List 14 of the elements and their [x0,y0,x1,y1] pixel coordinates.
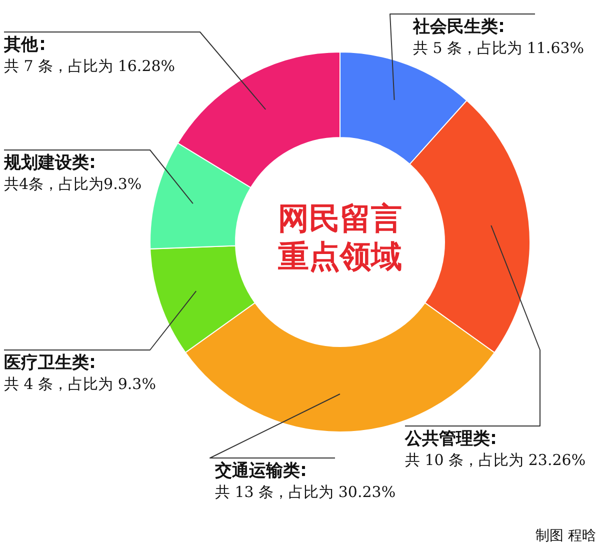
slice-label: 交通运输类 [214,461,300,481]
data-label: 共 7 条，占比为 16.28% [4,57,176,75]
text: 网民留言重点领域 [278,201,402,275]
slice-label: 社会民生类 [412,17,498,37]
slice-label: 规划建设类 [3,153,89,173]
data-label: 共 10 条，占比为 23.26% [405,451,586,469]
slice-label: 公共管理类 [404,429,490,449]
slice-label: 医疗卫生类 [4,353,89,373]
data-label: 共4条，占比为9.3% [4,175,142,193]
data-label: 共 5 条，占比为 11.63% [413,39,584,57]
data-label: 共 13 条，占比为 30.23% [215,483,396,501]
text: 制图 程晗 [536,528,596,544]
data-label: 共 4 条，占比为 9.3% [4,375,156,393]
slice-label: 其他 [3,35,39,55]
